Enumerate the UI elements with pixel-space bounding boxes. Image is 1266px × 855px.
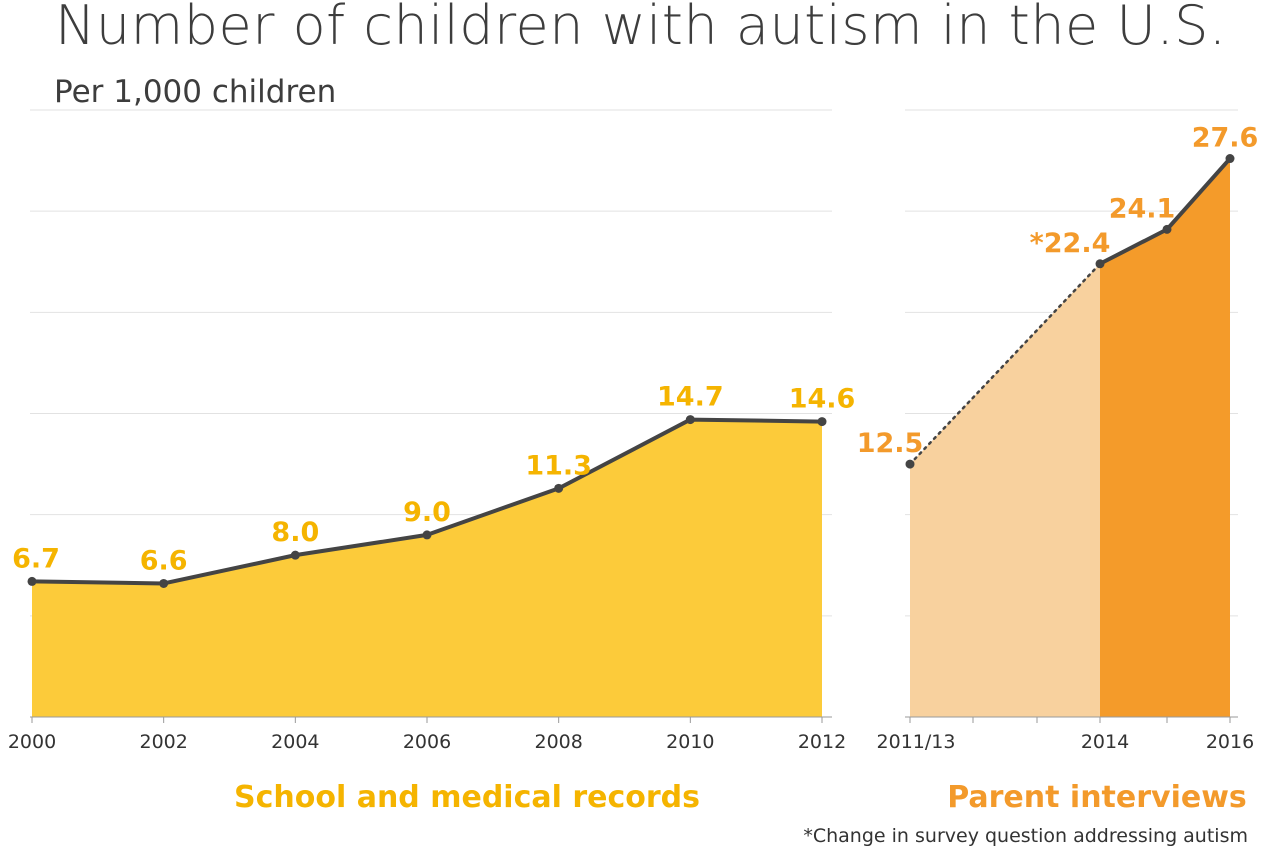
data-point-interviews (1225, 154, 1235, 164)
x-tick-label-records: 2012 (798, 731, 846, 753)
chart-title: Number of children with autism in the U.… (55, 0, 1227, 57)
data-point-records (817, 417, 827, 427)
data-point-records (290, 550, 300, 560)
data-point-records (422, 530, 432, 540)
data-point-interviews (905, 459, 915, 469)
x-tick-label-records: 2010 (666, 731, 714, 753)
data-label-interviews: 27.6 (1192, 123, 1259, 154)
panel-label-records: School and medical records (234, 780, 700, 815)
area-records (32, 419, 822, 717)
area-fills (32, 158, 1230, 717)
data-label-records: 9.0 (403, 497, 451, 528)
data-label-records: 8.0 (271, 517, 319, 548)
data-point-records (554, 483, 564, 493)
data-point-records (159, 578, 169, 588)
x-tick-label-interviews: 2014 (1081, 731, 1129, 753)
data-label-records: 6.6 (140, 545, 188, 576)
data-point-records (685, 415, 695, 425)
data-label-interviews: 24.1 (1109, 193, 1176, 224)
area-interviews-dark (1100, 158, 1230, 717)
x-tick-label-interviews: 2016 (1206, 731, 1254, 753)
x-tick-label-records: 2006 (403, 731, 451, 753)
data-labels: 6.7 6.6 8.0 9.0 11.3 14.7 14.612.5 *22.4 24.1 27.… (12, 123, 1258, 577)
x-tick-label-interviews: 2011/13 (877, 731, 956, 753)
x-tick-label-records: 2002 (139, 731, 187, 753)
x-axes (30, 716, 1238, 723)
x-tick-labels: 2000 2002 2004 2006 2008 2010 2012 2011/13 2014 2… (8, 731, 1254, 753)
data-label-records: 6.7 (12, 543, 60, 574)
chart-subtitle: Per 1,000 children (54, 74, 337, 110)
series-line-interviews-dotted (908, 262, 1102, 466)
data-label-records: 14.7 (657, 382, 724, 413)
data-label-interviews: 12.5 (857, 428, 924, 459)
data-point-records (27, 576, 37, 586)
data-point-interviews (1162, 224, 1172, 234)
x-tick-label-records: 2004 (271, 731, 319, 753)
data-label-records: 11.3 (525, 450, 592, 481)
x-tick-label-records: 2008 (534, 731, 582, 753)
footnote: *Change in survey question addressing au… (803, 825, 1248, 847)
data-points (27, 154, 1235, 588)
data-label-records: 14.6 (789, 384, 856, 415)
panel-label-interviews: Parent interviews (947, 780, 1247, 815)
area-interviews-light (910, 263, 1100, 717)
data-point-interviews (1095, 259, 1105, 269)
data-label-interviews: *22.4 (1030, 228, 1111, 259)
x-tick-label-records: 2000 (8, 731, 56, 753)
